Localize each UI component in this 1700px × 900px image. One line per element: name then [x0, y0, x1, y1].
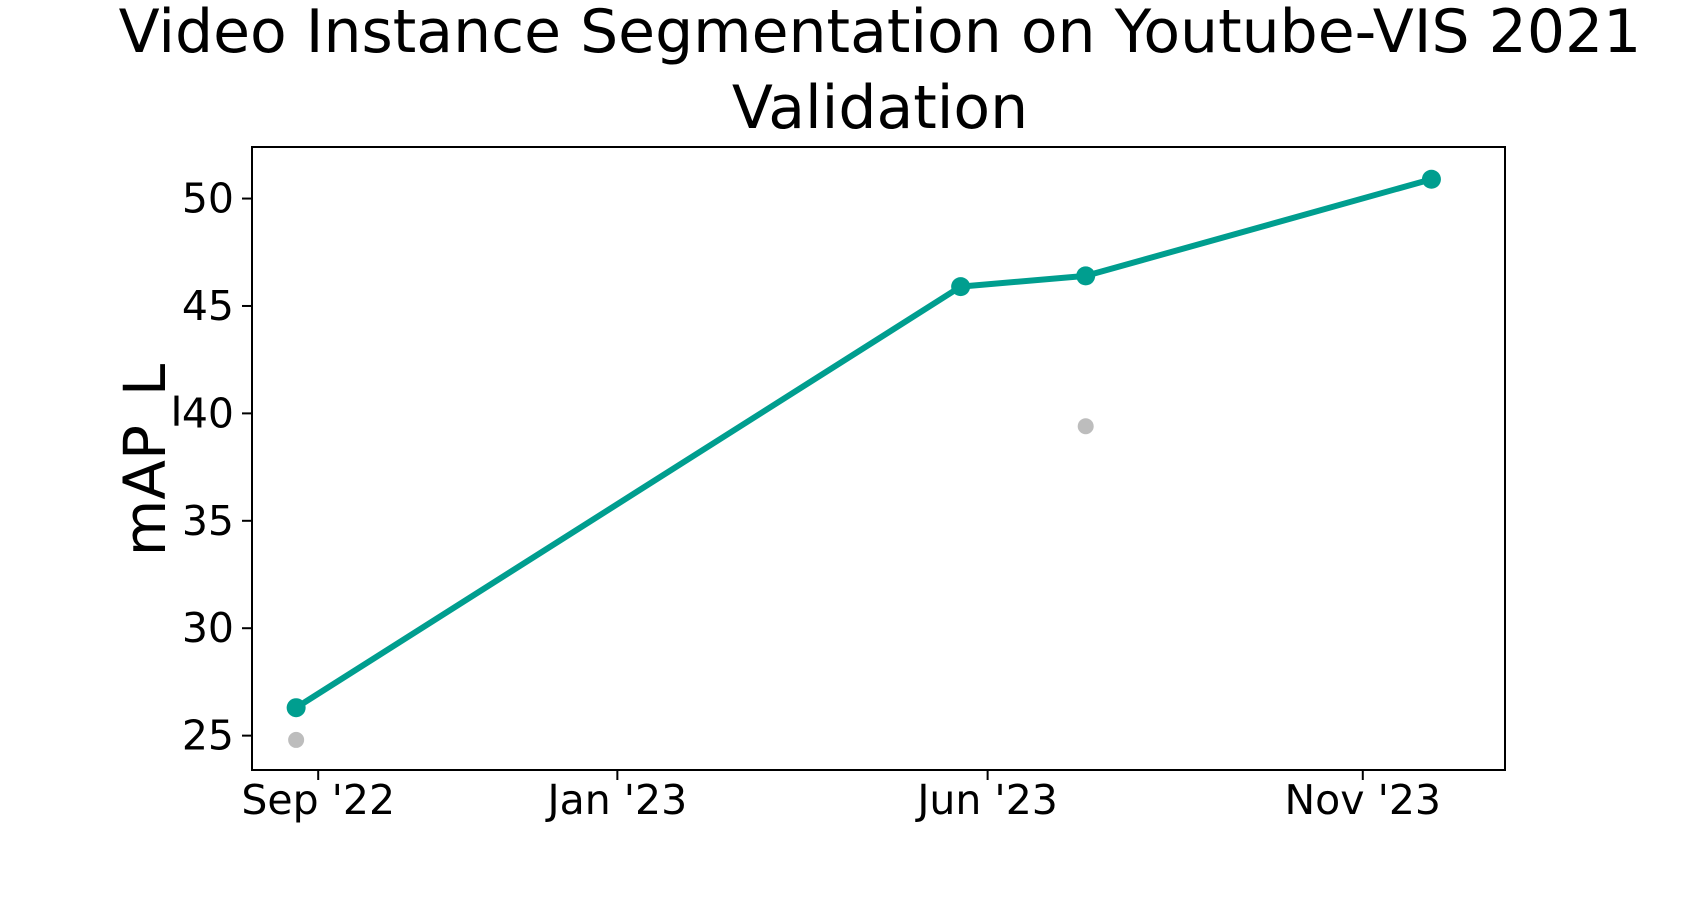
- data-point: [286, 698, 306, 718]
- x-tick-label: Jun '23: [914, 776, 1058, 824]
- plot-frame: [251, 146, 1506, 771]
- chart-title-line-2: Validation: [732, 73, 1028, 143]
- plot-area: [286, 169, 1441, 748]
- secondary-data-point: [288, 731, 305, 748]
- data-point: [1076, 266, 1096, 286]
- y-tick-label: 30: [182, 604, 234, 652]
- y-tick-label: 40: [182, 389, 234, 437]
- chart-title-line-1: Video Instance Segmentation on Youtube-V…: [119, 0, 1642, 67]
- data-point: [1421, 169, 1441, 189]
- y-tick-label: 45: [182, 282, 234, 330]
- y-axis: 25 30 35 40 45 50: [182, 175, 252, 760]
- x-tick-label: Nov '23: [1285, 776, 1442, 824]
- x-axis: Sep '22 Jan '23 Jun '23 Nov '23: [241, 770, 1441, 824]
- secondary-data-point: [1077, 418, 1094, 435]
- y-tick-label: 35: [182, 497, 234, 545]
- series-line: [293, 176, 1435, 711]
- x-tick-label: Jan '23: [545, 776, 688, 824]
- y-axis-label: mAP_L: [111, 364, 179, 556]
- y-tick-label: 25: [182, 712, 234, 760]
- data-point: [951, 277, 971, 297]
- y-tick-label: 50: [182, 175, 234, 223]
- x-tick-label: Sep '22: [241, 776, 395, 824]
